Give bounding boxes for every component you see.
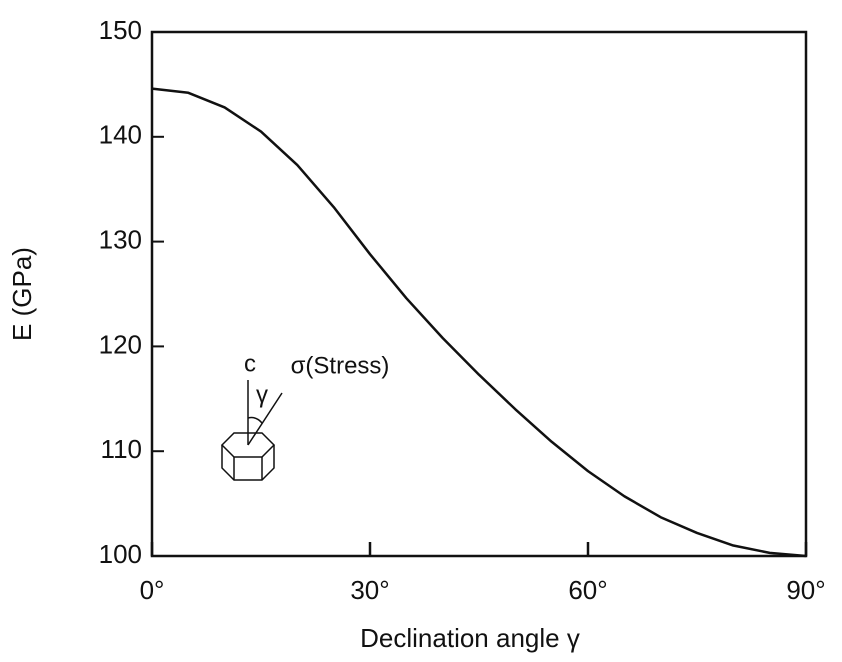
x-tick-label: 30°: [350, 575, 389, 605]
y-tick-label: 150: [99, 15, 142, 45]
x-axis-label: Declination angle γ: [360, 623, 580, 653]
data-line: [151, 87, 807, 558]
y-tick-label: 110: [101, 434, 142, 464]
y-axis-label: E (GPa): [7, 247, 37, 341]
x-tick-label: 0°: [140, 575, 165, 605]
x-tick-label: 60°: [568, 575, 607, 605]
y-tick-label: 100: [99, 539, 142, 569]
y-tick-label: 130: [99, 224, 142, 254]
annotation: c: [244, 350, 256, 377]
annotation: γ: [256, 381, 268, 408]
y-tick-label: 140: [99, 120, 142, 150]
annotation: σ(Stress): [291, 352, 390, 379]
x-tick-label: 90°: [786, 575, 825, 605]
y-tick-label: 120: [99, 329, 142, 359]
plot-frame: [150, 30, 808, 558]
crystal-icon: [220, 380, 283, 481]
